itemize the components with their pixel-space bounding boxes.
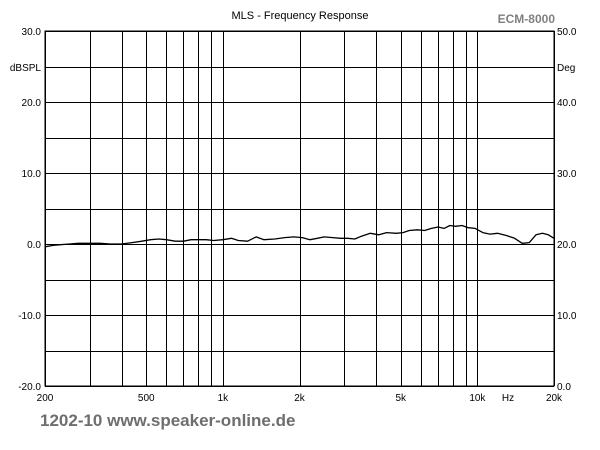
y-tick-label-right: 50.0 (557, 27, 577, 38)
x-tick-label: 200 (37, 393, 54, 404)
x-tick-label: 500 (138, 393, 155, 404)
y-tick-label-left: 0.0 (27, 240, 41, 251)
x-tick-label: 1k (218, 393, 230, 404)
y-tick-label-left: 30.0 (22, 27, 42, 38)
y-tick-label-right: 40.0 (557, 98, 577, 109)
x-tick-label: 10k (469, 393, 486, 404)
y-tick-label-left: 10.0 (22, 169, 42, 180)
x-tick-label: 2k (294, 393, 306, 404)
x-tick-label: 5k (395, 393, 407, 404)
chart-title: MLS - Frequency Response (232, 10, 369, 22)
y-axis-left-label: dBSPL (10, 63, 42, 74)
x-tick-label: 20k (546, 393, 563, 404)
y-axis-right-label: Deg (557, 63, 575, 74)
y-tick-label-right: 0.0 (557, 382, 571, 393)
plot-frame (44, 30, 555, 387)
data-layer (44, 224, 555, 248)
series-line (44, 224, 555, 248)
tick-labels: 30.0 20.0 10.0 0.0 -10.0 -20.0 50.0 40.0 30.0 20.… (18, 27, 577, 404)
y-tick-label-right: 10.0 (557, 311, 577, 322)
y-tick-label-left: 20.0 (22, 98, 42, 109)
y-tick-label-left: -10.0 (18, 311, 41, 322)
footer-caption: 1202-10 www.speaker-online.de (40, 411, 295, 430)
microphone-model-label: ECM-8000 (498, 12, 556, 26)
y-tick-label-right: 30.0 (557, 169, 577, 180)
x-axis-unit-label: Hz (502, 393, 514, 404)
y-tick-label-left: -20.0 (18, 382, 41, 393)
y-tick-label-right: 20.0 (557, 240, 577, 251)
